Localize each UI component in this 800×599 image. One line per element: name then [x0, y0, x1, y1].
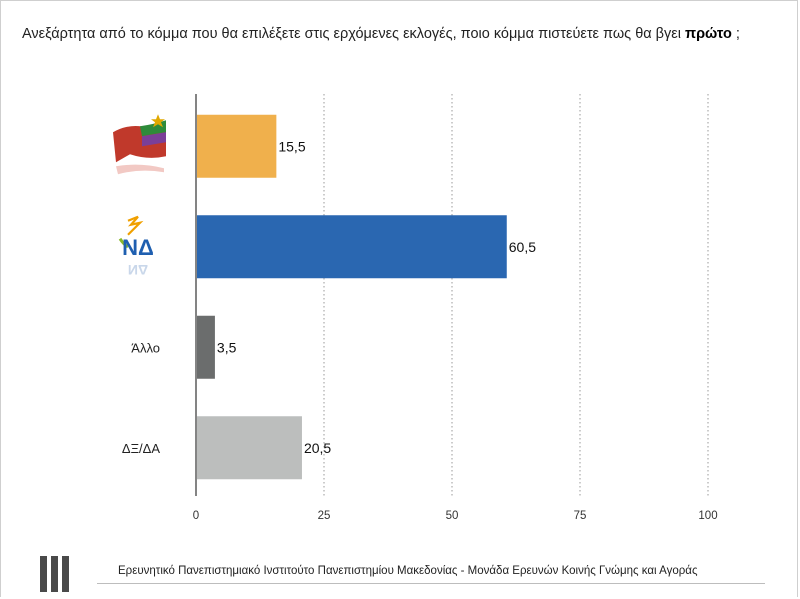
- question-text: Ανεξάρτητα από το κόμμα που θα επιλέξετε…: [22, 26, 685, 42]
- syriza-logo: [113, 114, 166, 175]
- bar: [197, 114, 277, 178]
- bar-chart: 15,5 60,5 3,5 20,5 0 25 50 75 100 Άλλο ΔΞ/ΔΑ ΝΔ ΝΔ: [113, 94, 718, 522]
- category-label: Άλλο: [131, 340, 160, 355]
- bar: [197, 215, 507, 279]
- bar-value-label: 15,5: [278, 138, 305, 154]
- bar-value-label: 60,5: [509, 239, 536, 255]
- footer: Ερευνητικό Πανεπιστημιακό Ινστιτούτο Παν…: [0, 548, 800, 599]
- xtick-label: 100: [698, 510, 717, 522]
- category-label: ΔΞ/ΔΑ: [122, 441, 160, 456]
- bar: [197, 315, 215, 379]
- chart-categories: Άλλο ΔΞ/ΔΑ ΝΔ ΝΔ: [113, 114, 166, 456]
- chart-xticks: 0 25 50 75 100: [193, 510, 718, 522]
- chart-bars: 15,5 60,5 3,5 20,5: [197, 114, 536, 480]
- nd-reflection: ΝΔ: [128, 262, 148, 278]
- question-suffix: ;: [731, 26, 740, 42]
- nd-logo: ΝΔ ΝΔ: [118, 215, 154, 278]
- footer-divider: [97, 583, 765, 584]
- question-emphasis: πρώτο: [684, 26, 732, 42]
- university-logo: [40, 556, 69, 592]
- xtick-label: 25: [318, 510, 331, 522]
- chart-grid: [195, 94, 709, 496]
- footer-source-text: Ερευνητικό Πανεπιστημιακό Ινστιτούτο Παν…: [118, 565, 698, 577]
- bar: [197, 416, 302, 480]
- nd-wordmark: ΝΔ: [122, 235, 154, 260]
- xtick-label: 50: [446, 510, 459, 522]
- xtick-label: 75: [574, 510, 587, 522]
- syriza-flag-purple: [142, 132, 166, 147]
- bar-value-label: 3,5: [217, 339, 237, 355]
- xtick-label: 0: [193, 510, 199, 522]
- syriza-star-icon: [151, 114, 165, 128]
- syriza-reflection: [116, 164, 164, 175]
- survey-question: Ανεξάρτητα από το κόμμα που θα επιλέξετε…: [22, 26, 792, 42]
- bar-value-label: 20,5: [304, 440, 331, 456]
- nd-lightning-icon: [127, 215, 144, 236]
- nd-swoosh: [118, 237, 129, 249]
